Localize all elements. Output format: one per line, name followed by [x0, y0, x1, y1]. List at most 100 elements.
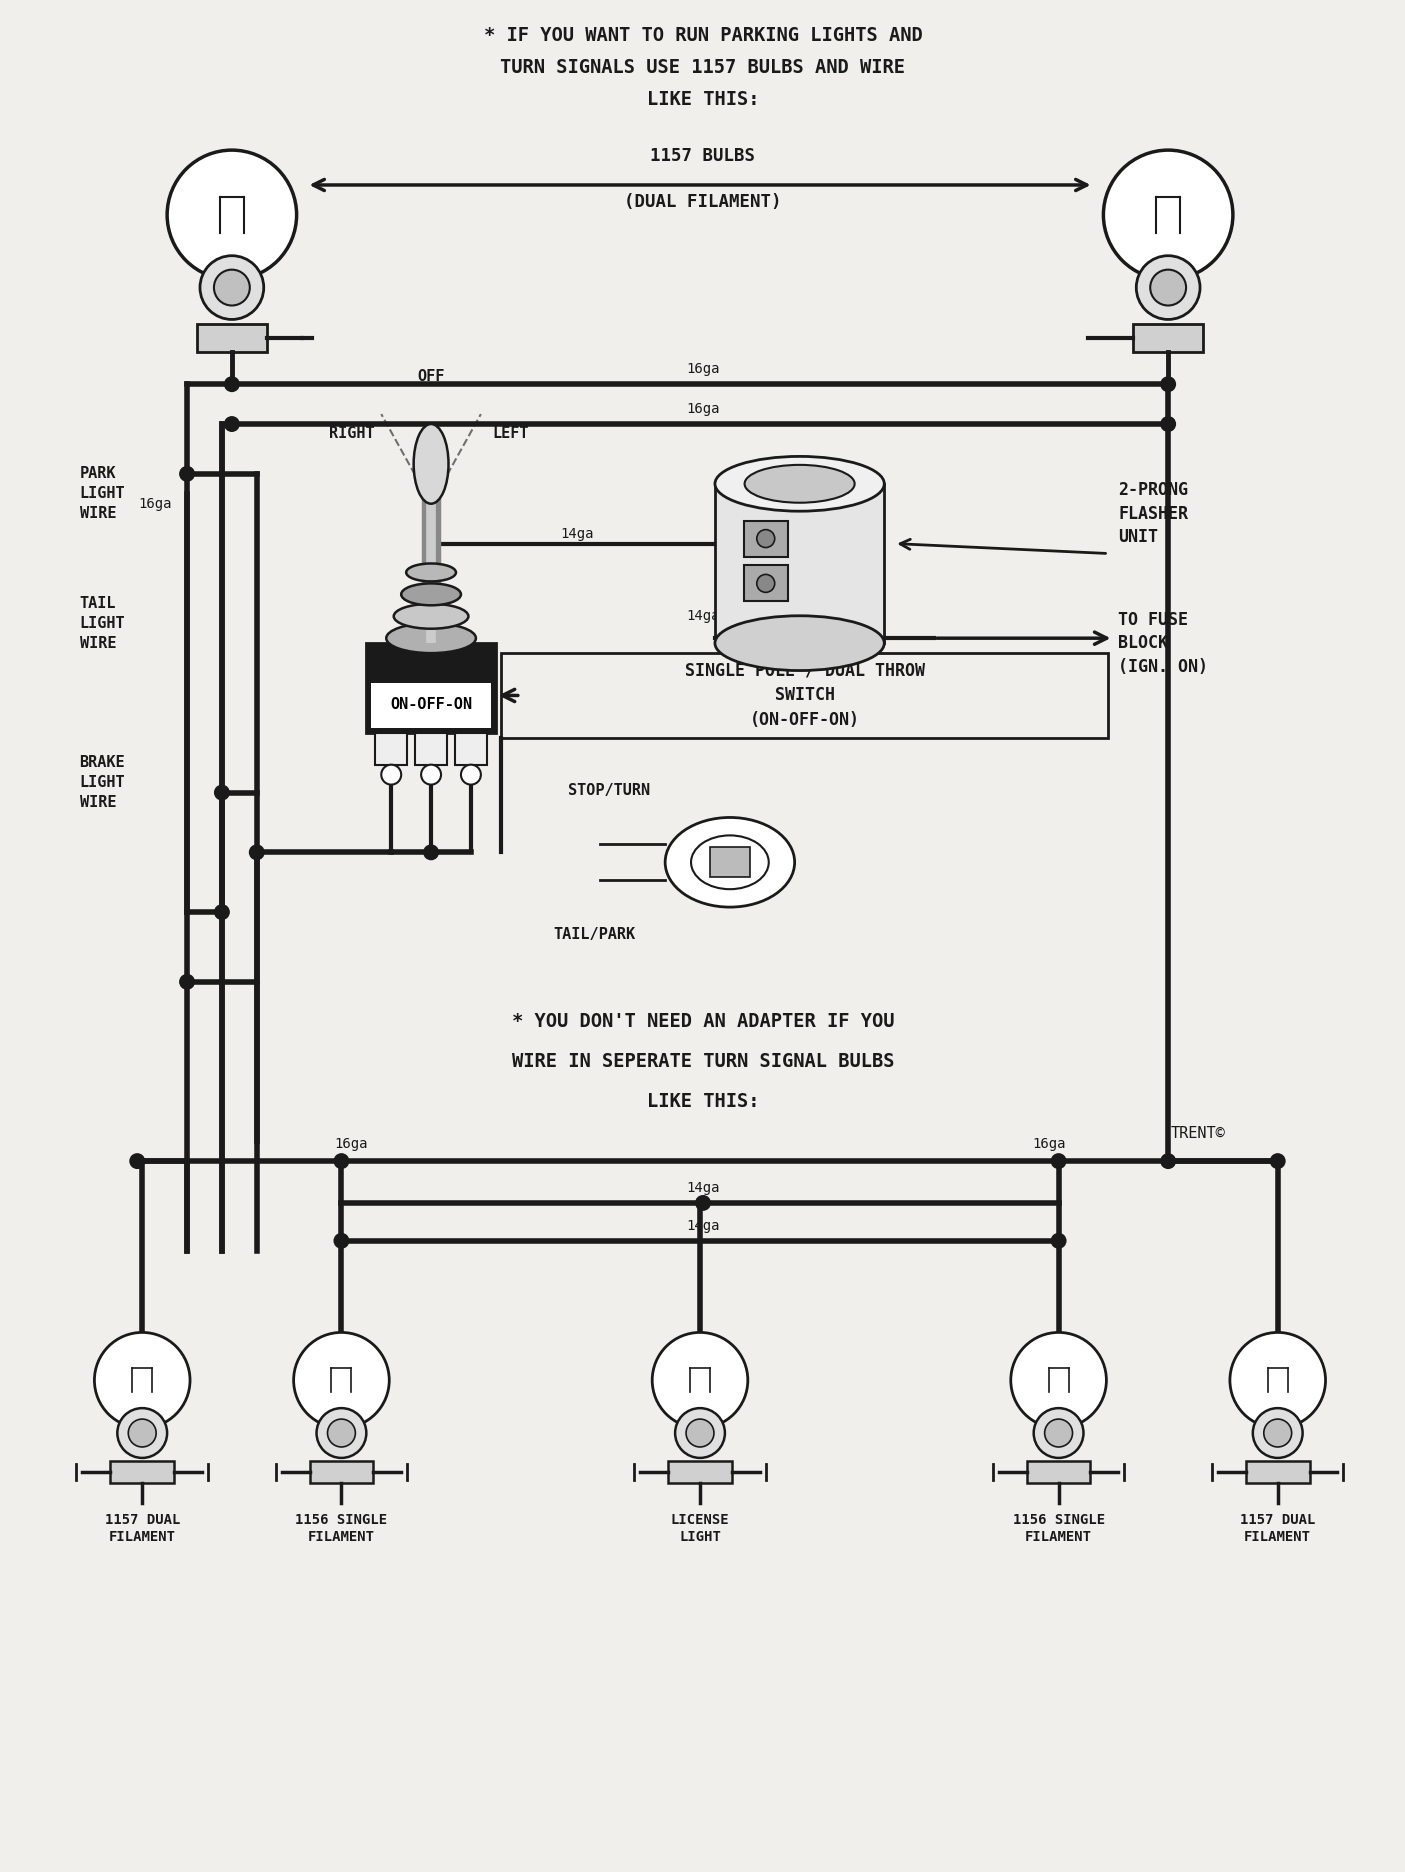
Bar	[197, 324, 267, 352]
Circle shape	[1151, 270, 1186, 305]
Text: OFF: OFF	[417, 369, 445, 384]
Circle shape	[757, 575, 774, 592]
Text: 1157 BULBS: 1157 BULBS	[651, 148, 756, 165]
Text: TRENT©: TRENT©	[1170, 1127, 1225, 1142]
Bar	[743, 520, 788, 556]
Circle shape	[333, 1234, 350, 1249]
Bar	[715, 483, 884, 644]
Circle shape	[128, 1419, 156, 1447]
Text: 1157 DUAL
FILAMENT: 1157 DUAL FILAMENT	[104, 1513, 180, 1544]
Circle shape	[214, 784, 230, 801]
Circle shape	[223, 416, 240, 432]
Ellipse shape	[745, 464, 854, 504]
Circle shape	[1161, 416, 1176, 432]
Bar	[455, 732, 488, 764]
Text: TAIL
LIGHT
WIRE: TAIL LIGHT WIRE	[80, 595, 125, 651]
Circle shape	[214, 904, 230, 919]
Text: STOP/TURN: STOP/TURN	[568, 782, 651, 797]
Bar	[414, 732, 447, 764]
Text: WIRE IN SEPERATE TURN SIGNAL BULBS: WIRE IN SEPERATE TURN SIGNAL BULBS	[511, 1052, 894, 1071]
Circle shape	[652, 1333, 747, 1428]
Circle shape	[695, 1194, 711, 1211]
Bar	[669, 1460, 732, 1483]
Text: * YOU DON'T NEED AN ADAPTER IF YOU: * YOU DON'T NEED AN ADAPTER IF YOU	[511, 1013, 894, 1031]
Text: 16ga: 16ga	[334, 1136, 368, 1151]
Text: BRAKE
LIGHT
WIRE: BRAKE LIGHT WIRE	[80, 754, 125, 811]
Bar	[375, 732, 407, 764]
Circle shape	[1263, 1419, 1291, 1447]
Circle shape	[1010, 1333, 1106, 1428]
Circle shape	[422, 764, 441, 784]
Text: PARK
LIGHT
WIRE: PARK LIGHT WIRE	[80, 466, 125, 520]
Circle shape	[1270, 1153, 1286, 1170]
Text: 14ga: 14ga	[561, 526, 594, 541]
Ellipse shape	[715, 457, 884, 511]
Circle shape	[1229, 1333, 1325, 1428]
Text: 16ga: 16ga	[1031, 1136, 1065, 1151]
Bar	[500, 653, 1109, 738]
Text: LICENSE
LIGHT: LICENSE LIGHT	[670, 1513, 729, 1544]
Text: 1157 DUAL
FILAMENT: 1157 DUAL FILAMENT	[1241, 1513, 1315, 1544]
Circle shape	[1161, 1153, 1176, 1170]
Circle shape	[1161, 376, 1176, 391]
Text: TURN SIGNALS USE 1157 BULBS AND WIRE: TURN SIGNALS USE 1157 BULBS AND WIRE	[500, 58, 905, 77]
Circle shape	[200, 256, 264, 320]
Circle shape	[757, 530, 774, 547]
Bar	[743, 565, 788, 601]
Text: 1156 SINGLE
FILAMENT: 1156 SINGLE FILAMENT	[1013, 1513, 1104, 1544]
Circle shape	[94, 1333, 190, 1428]
Text: 16ga: 16ga	[139, 496, 171, 511]
Bar	[1246, 1460, 1309, 1483]
Bar	[710, 848, 750, 878]
Text: (DUAL FILAMENT): (DUAL FILAMENT)	[624, 193, 781, 212]
Text: * IF YOU WANT TO RUN PARKING LIGHTS AND: * IF YOU WANT TO RUN PARKING LIGHTS AND	[483, 26, 922, 45]
Circle shape	[249, 844, 264, 861]
Ellipse shape	[386, 623, 476, 653]
Text: 2-PRONG
FLASHER
UNIT: 2-PRONG FLASHER UNIT	[1118, 481, 1189, 547]
Bar	[1134, 324, 1203, 352]
Circle shape	[676, 1408, 725, 1458]
Ellipse shape	[413, 425, 448, 504]
Text: 14ga: 14ga	[686, 608, 719, 623]
Text: TO FUSE
BLOCK
(IGN. ON): TO FUSE BLOCK (IGN. ON)	[1118, 610, 1208, 676]
Bar	[1027, 1460, 1090, 1483]
Text: SINGLE POLE / DUAL THROW
SWITCH
(ON-OFF-ON): SINGLE POLE / DUAL THROW SWITCH (ON-OFF-…	[684, 661, 924, 730]
Text: 14ga: 14ga	[686, 1181, 719, 1194]
Text: RIGHT: RIGHT	[329, 427, 374, 442]
Circle shape	[423, 844, 438, 861]
Circle shape	[686, 1419, 714, 1447]
Text: LIKE THIS:: LIKE THIS:	[646, 1091, 759, 1110]
Ellipse shape	[402, 584, 461, 605]
Circle shape	[167, 150, 296, 279]
Circle shape	[1051, 1153, 1066, 1170]
Ellipse shape	[393, 605, 468, 629]
Circle shape	[1103, 150, 1234, 279]
Circle shape	[1137, 256, 1200, 320]
Circle shape	[1045, 1419, 1072, 1447]
Circle shape	[223, 376, 240, 391]
Circle shape	[381, 764, 402, 784]
Circle shape	[1253, 1408, 1302, 1458]
Bar	[309, 1460, 374, 1483]
Text: 16ga: 16ga	[686, 402, 719, 416]
Circle shape	[214, 270, 250, 305]
Circle shape	[461, 764, 481, 784]
Bar	[371, 683, 490, 728]
Circle shape	[178, 973, 195, 990]
Circle shape	[294, 1333, 389, 1428]
Text: 14ga: 14ga	[686, 1219, 719, 1234]
Text: ON-OFF-ON: ON-OFF-ON	[391, 698, 472, 713]
Text: LEFT: LEFT	[493, 427, 530, 442]
Ellipse shape	[406, 563, 457, 582]
Ellipse shape	[665, 818, 795, 908]
Ellipse shape	[715, 616, 884, 670]
Text: LIKE THIS:: LIKE THIS:	[646, 90, 759, 109]
Circle shape	[316, 1408, 367, 1458]
Circle shape	[118, 1408, 167, 1458]
Text: TAIL/PARK: TAIL/PARK	[554, 927, 635, 942]
Circle shape	[178, 466, 195, 481]
Circle shape	[1034, 1408, 1083, 1458]
Circle shape	[327, 1419, 355, 1447]
Circle shape	[1051, 1234, 1066, 1249]
Circle shape	[333, 1153, 350, 1170]
